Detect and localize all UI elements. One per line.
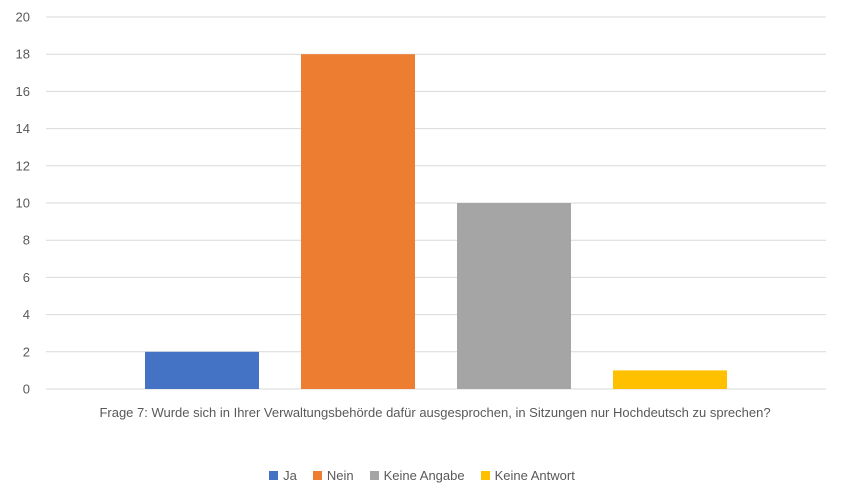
y-tick-label: 2 [23,344,30,359]
legend-item: Nein [312,468,354,483]
legend-item: Ja [269,468,297,483]
y-axis-tick-labels: 0 2 4 6 8 10 12 14 16 18 20 [16,10,30,397]
legend-swatch [369,471,379,480]
y-tick-label: 6 [23,270,30,285]
legend-swatch [312,471,322,480]
bars [145,54,727,389]
gridlines [46,16,826,390]
x-axis-label: Frage 7: Wurde sich in Ihrer Verwaltungs… [99,405,771,420]
legend-label: Keine Antwort [494,468,575,483]
y-tick-label: 4 [23,307,30,322]
bar-nein [301,54,415,389]
y-tick-label: 14 [16,121,30,136]
y-tick-label: 16 [16,84,30,99]
y-tick-label: 12 [16,158,30,173]
y-tick-label: 20 [16,10,30,25]
legend-item: Keine Angabe [369,468,465,483]
legend-item: Keine Antwort [480,468,575,483]
y-tick-label: 10 [16,196,30,211]
bar-chart: 0 2 4 6 8 10 12 14 16 18 20 [16,10,826,397]
legend-label: Nein [326,468,354,483]
bar-keine-angabe [457,203,571,389]
bar-ja [145,351,259,389]
y-tick-label: 0 [23,382,30,397]
legend-label: Ja [283,468,297,483]
legend-label: Keine Angabe [383,468,465,483]
y-tick-label: 18 [16,47,30,62]
legend: Ja Nein Keine Angabe Keine Antwort [0,468,844,483]
bar-keine-antwort [613,370,727,389]
legend-swatch [480,471,490,480]
legend-swatch [269,471,279,480]
y-tick-label: 8 [23,233,30,248]
